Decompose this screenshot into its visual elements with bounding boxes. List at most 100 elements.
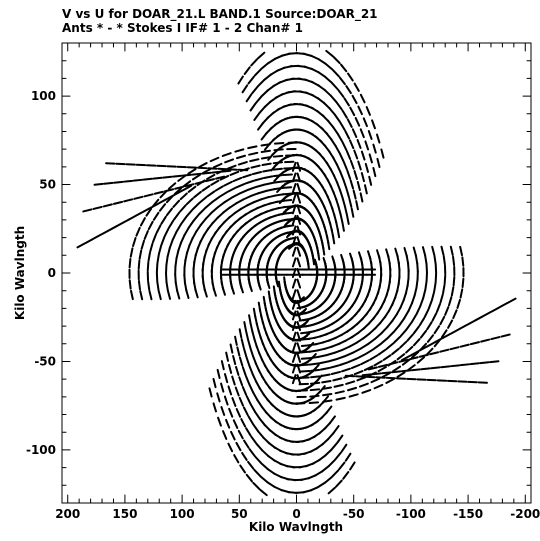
uv-dash — [385, 342, 395, 350]
uv-dash — [125, 215, 135, 222]
uv-dash — [373, 383, 384, 390]
uv-dash — [296, 214, 302, 225]
uv-dash — [291, 289, 297, 300]
uv-dash — [156, 280, 160, 292]
uv-dash — [260, 89, 269, 98]
uv-dash — [342, 179, 348, 190]
uv-dash — [327, 486, 336, 495]
uv-dash — [191, 173, 201, 181]
uv-dash — [229, 343, 234, 354]
uv-dash — [141, 206, 152, 213]
uv-dash — [198, 207, 207, 215]
uv-dash — [204, 211, 213, 220]
y-tick-label: 100 — [31, 89, 56, 103]
uv-dash — [469, 341, 481, 346]
uv-dash — [461, 277, 465, 289]
uv-dash — [364, 162, 370, 173]
uv-dash — [452, 309, 458, 320]
uv-dash — [291, 257, 297, 268]
uv-dash — [122, 179, 134, 183]
uv-dash — [360, 342, 370, 350]
uv-dash — [412, 325, 420, 335]
uv-dash — [225, 418, 231, 429]
uv-dash — [346, 118, 353, 128]
uv-dash — [92, 205, 103, 210]
uv-dash — [336, 133, 344, 143]
uv-dash — [291, 246, 297, 257]
uv-dash — [348, 139, 355, 150]
uv-dash — [490, 306, 501, 313]
uv-dash — [191, 202, 200, 211]
uv-dash — [330, 81, 339, 91]
uv-dash — [216, 368, 221, 380]
uv-dash — [201, 185, 211, 192]
uv-dash — [250, 58, 258, 67]
axis-ticks: 200 150 100 50 0 -50 -100 -150 -200 100 50 0 -50 -100 — [26, 42, 540, 521]
uv-dash — [296, 257, 302, 268]
uv-dash — [363, 184, 368, 195]
uv-dash — [344, 130, 351, 140]
uv-dash — [137, 279, 141, 291]
uv-dash — [331, 469, 340, 478]
uv-dash — [325, 351, 336, 357]
y-axis-label: Kilo Wavlngth — [13, 226, 27, 320]
uv-dash — [219, 191, 229, 198]
uv-dash — [346, 214, 350, 225]
uv-dash — [335, 101, 343, 111]
uv-dash — [337, 205, 342, 216]
uv-dash — [133, 195, 144, 200]
uv-dash — [259, 475, 269, 484]
uv-dash — [331, 156, 338, 166]
uv-dash — [412, 338, 421, 347]
uv-dash — [241, 451, 248, 461]
uv-dash — [296, 331, 302, 342]
uv-dash — [433, 254, 437, 266]
uv-dash — [338, 461, 346, 471]
uv-dash — [300, 357, 312, 360]
uv-dash — [172, 199, 181, 208]
uv-dash — [266, 468, 276, 475]
uv-dash — [334, 451, 342, 461]
uv-dash — [435, 303, 442, 313]
uv-dash — [165, 255, 169, 266]
uv-dash — [380, 326, 389, 335]
uv-dash — [372, 143, 377, 154]
uv-dash — [419, 329, 428, 339]
uv-dash — [173, 211, 181, 221]
uv-dash — [177, 174, 187, 182]
uv-dash — [372, 166, 377, 178]
uv-dash — [357, 160, 362, 171]
uv-dash — [347, 72, 354, 82]
uv-dash — [272, 285, 277, 296]
uv-dash — [356, 139, 362, 149]
uv-dash — [433, 325, 441, 335]
uv-dash — [291, 236, 297, 247]
uv-dash — [388, 361, 399, 366]
uv-dash — [191, 172, 202, 176]
uv-dash — [220, 382, 225, 393]
uv-dash — [424, 254, 428, 265]
uv-dash — [337, 89, 345, 98]
uv-dash — [424, 280, 428, 291]
uv-dash — [291, 331, 297, 342]
uv-dash — [336, 355, 347, 360]
uv-dash — [255, 443, 264, 452]
uv-dash — [370, 377, 381, 384]
uv-dash — [335, 479, 343, 488]
uv-dash — [332, 56, 341, 65]
x-tick-label: 150 — [112, 507, 137, 521]
uv-dash — [247, 460, 255, 470]
uv-dash — [265, 188, 276, 192]
uv-dash — [369, 354, 379, 361]
uv-dash — [117, 220, 127, 227]
uv-dash — [249, 403, 257, 413]
uv-dash — [363, 365, 374, 372]
uv-dash — [198, 196, 208, 204]
uv-dash — [212, 162, 223, 169]
uv-dash — [247, 75, 255, 85]
uv-dash — [216, 392, 221, 403]
uv-dash — [330, 442, 339, 451]
uv-dash — [310, 54, 320, 61]
uv-dash — [414, 254, 419, 265]
uv-dash — [153, 190, 164, 195]
